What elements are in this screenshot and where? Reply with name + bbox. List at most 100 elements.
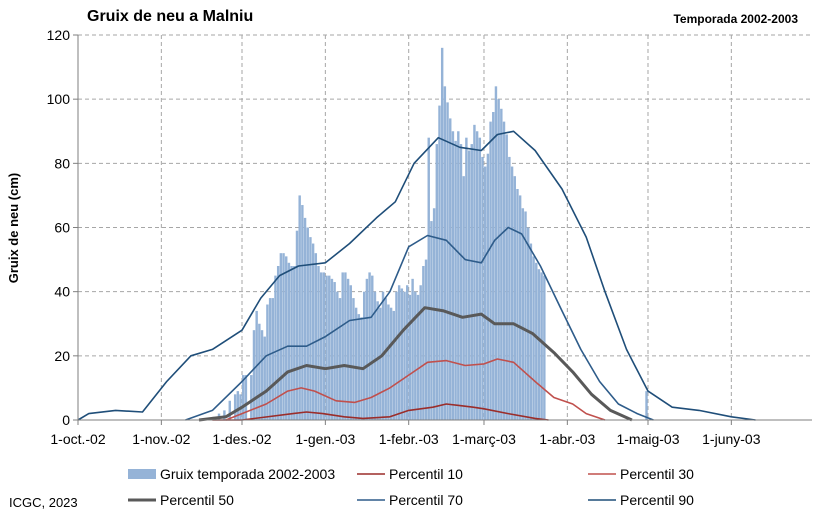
tick-labels: 0 20 40 60 80 100 120 1-oct.-02 1-nov.-02 1-des.-… (47, 27, 761, 447)
snow-depth-bar (459, 144, 463, 421)
snow-depth-bar (521, 208, 525, 420)
snow-depth-bar (438, 105, 441, 420)
snow-depth-bar (325, 275, 328, 420)
snow-depth-bar (489, 121, 492, 420)
snow-depth-bar (449, 118, 452, 421)
y-tick-label: 100 (47, 91, 71, 107)
snow-depth-bar (497, 99, 500, 421)
snow-depth-bar (524, 211, 527, 420)
snow-depth-bar (242, 375, 245, 420)
snow-depth-bar (271, 298, 275, 420)
legend-label: Percentil 10 (389, 466, 463, 482)
snow-depth-bar (293, 266, 296, 420)
snow-depth-bar (465, 137, 468, 420)
snow-depth-bar (276, 266, 280, 420)
snow-depth-bar (346, 278, 350, 420)
x-tick-label: 1-abr.-03 (539, 431, 595, 447)
snow-depth-bar (362, 291, 366, 420)
snow-depth-bar (494, 86, 498, 420)
x-tick-label: 1-nov.-02 (132, 431, 190, 447)
snow-depth-bar (440, 47, 444, 420)
snow-depth-bar (543, 275, 546, 420)
snow-depth-bar (260, 330, 264, 420)
legend-label: Percentil 90 (620, 492, 694, 508)
snow-depth-bar (408, 294, 412, 420)
snow-depth-bar (403, 291, 406, 420)
snow-depth-bar (371, 275, 374, 420)
credit-label: ICGC, 2023 (9, 495, 78, 510)
snow-depth-bar (467, 150, 471, 420)
snow-depth-bar (263, 336, 266, 420)
snow-depth-bar (443, 86, 447, 420)
snow-depth-bar (416, 294, 420, 420)
snow-depth-bar (470, 144, 473, 421)
snow-depth-bar (233, 394, 237, 420)
snow-depth-bar (274, 275, 277, 420)
snow-depth-bar (457, 131, 460, 420)
snow-depth-bar (287, 262, 291, 420)
snow-depth-bar (645, 391, 648, 420)
snow-depth-bar (317, 266, 320, 420)
snow-depth-bar (430, 221, 433, 420)
x-tick-label: 1-febr.-03 (379, 431, 439, 447)
snow-depth-bar (223, 410, 226, 420)
x-tick-label: 1-des.-02 (212, 431, 271, 447)
snow-depth-bar (389, 307, 393, 420)
snow-depth-bar (268, 298, 272, 420)
snow-depth-bar (330, 278, 334, 420)
snow-depth-bar (336, 291, 339, 420)
snow-depth-bar (285, 256, 288, 420)
snow-depth-bar (454, 140, 457, 420)
snow-depth-bar (473, 124, 476, 420)
snow-depth-bar (451, 131, 455, 420)
snow-depth-bar (518, 195, 522, 420)
snow-depth-bar (282, 253, 285, 420)
snow-depth-bar (427, 137, 430, 420)
snow-depth-bar (279, 253, 283, 420)
snow-depth-bar (236, 391, 240, 420)
percentile-line (185, 226, 654, 421)
snow-depth-bar (306, 227, 309, 420)
snow-depth-bar (352, 298, 355, 420)
bar-series (212, 47, 648, 421)
snow-depth-bar (228, 400, 231, 420)
snow-depth-bar (435, 144, 439, 421)
snow-depth-bar (379, 307, 382, 420)
percentile-line (212, 403, 549, 421)
snow-depth-bar (338, 298, 342, 420)
snow-depth-bar (266, 304, 269, 420)
x-tick-label: 1-gen.-03 (295, 431, 355, 447)
snow-depth-bar (349, 285, 352, 420)
line-series (77, 130, 756, 422)
snow-depth-bar (392, 310, 395, 420)
snow-depth-bar (328, 275, 331, 420)
snow-depth-bar (414, 291, 417, 420)
percentile-line (225, 358, 606, 421)
snow-depth-bar (373, 291, 377, 420)
y-axis-label: Gruix de neu (cm) (6, 173, 21, 284)
legend-label: Percentil 50 (160, 492, 234, 508)
snow-depth-bar (244, 375, 248, 420)
snow-depth-bar (368, 272, 371, 420)
snow-depth-bar (424, 259, 428, 420)
snow-depth-bar (462, 176, 465, 420)
snow-depth-bar (322, 272, 326, 420)
snow-depth-bar (446, 102, 449, 420)
snow-depth-bar (384, 298, 387, 420)
snow-depth-bar (311, 243, 315, 420)
snow-depth-bar (486, 153, 490, 421)
axes (73, 34, 812, 425)
y-tick-label: 20 (54, 348, 70, 364)
snow-depth-bar (252, 330, 256, 420)
snow-depth-bar (395, 291, 398, 420)
snow-depth-bar (397, 285, 401, 420)
snow-depth-bar (516, 189, 519, 420)
snow-depth-bar (481, 156, 484, 420)
legend-swatch (128, 469, 156, 479)
y-tick-label: 40 (54, 284, 70, 300)
snow-depth-bar (500, 108, 503, 421)
snow-depth-bar (508, 156, 511, 420)
snow-depth-bar (535, 262, 538, 420)
snow-depth-bar (319, 272, 323, 420)
